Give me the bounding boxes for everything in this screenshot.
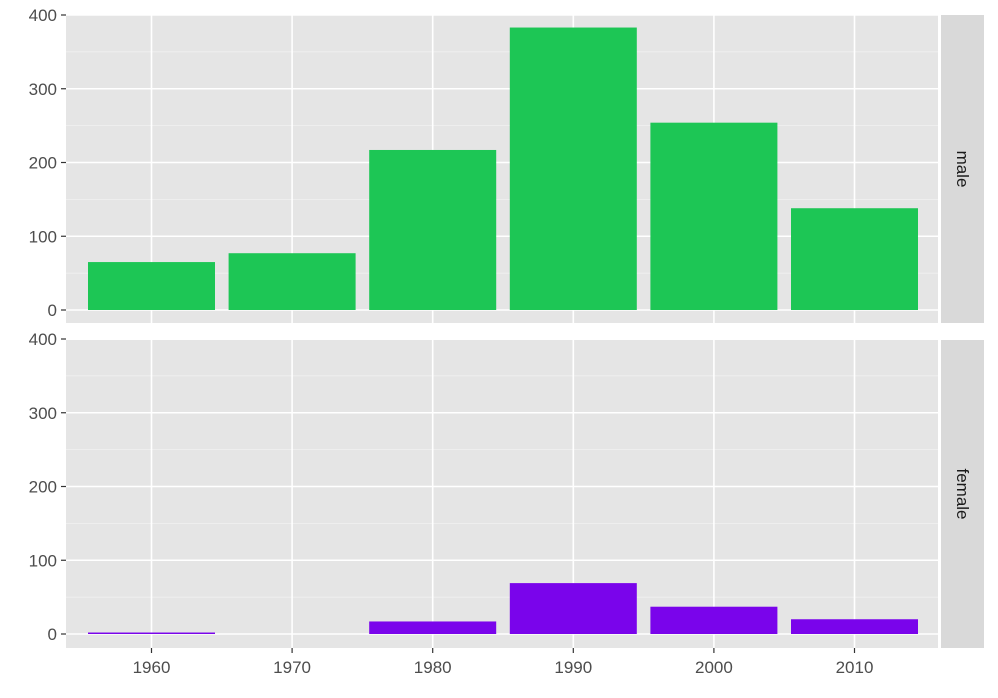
y-tick-label: 400 xyxy=(29,330,57,349)
y-tick-label: 200 xyxy=(29,478,57,497)
facet-strip-male xyxy=(941,15,984,323)
y-tick-label: 200 xyxy=(29,154,57,173)
x-tick-label: 1990 xyxy=(554,658,592,677)
bar-female-1980 xyxy=(369,621,497,634)
bar-female-1990 xyxy=(509,583,637,634)
bar-male-2000 xyxy=(650,122,778,310)
x-tick-label: 2010 xyxy=(836,658,874,677)
bar-male-1970 xyxy=(228,253,356,310)
x-tick-label: 1970 xyxy=(273,658,311,677)
bar-male-1960 xyxy=(88,262,215,310)
facet-strip-female xyxy=(941,340,984,648)
x-tick-label: 1960 xyxy=(133,658,171,677)
x-tick-label: 2000 xyxy=(695,658,733,677)
bar-female-1960 xyxy=(88,632,215,634)
facet-strip-label-female: female xyxy=(953,468,972,519)
bar-female-2000 xyxy=(650,606,778,634)
y-tick-label: 0 xyxy=(48,301,57,320)
bar-male-1980 xyxy=(369,149,497,310)
y-tick-label: 300 xyxy=(29,80,57,99)
bar-male-2010 xyxy=(791,208,918,310)
panel-background-female xyxy=(66,340,938,648)
bar-female-2010 xyxy=(791,619,918,634)
y-tick-label: 400 xyxy=(29,6,57,25)
bar-male-1990 xyxy=(509,27,637,310)
x-tick-label: 1980 xyxy=(414,658,452,677)
y-tick-label: 100 xyxy=(29,227,57,246)
y-tick-label: 100 xyxy=(29,551,57,570)
y-tick-label: 300 xyxy=(29,404,57,423)
y-tick-label: 0 xyxy=(48,625,57,644)
facet-strip-label-male: male xyxy=(953,151,972,188)
